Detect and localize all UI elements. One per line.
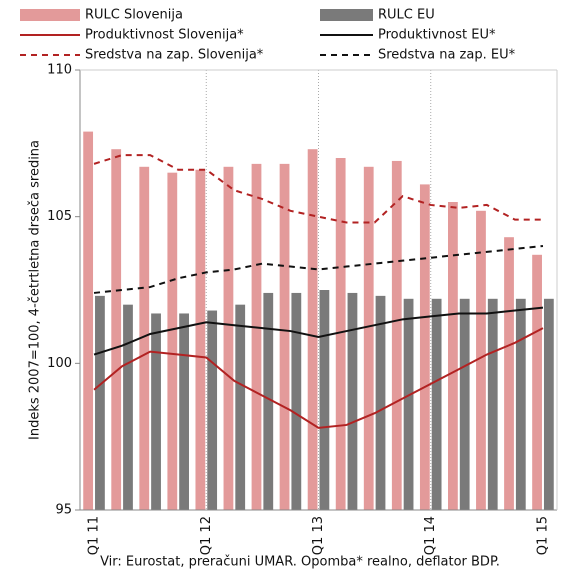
bar <box>335 158 346 510</box>
line-series <box>93 245 544 294</box>
y-tick-label: 105 <box>47 209 72 224</box>
x-tick-label: Q1 11 <box>87 516 102 555</box>
bar <box>111 149 122 510</box>
bar <box>448 202 458 510</box>
legend-label: Sredstva na zap. Slovenija* <box>85 48 264 63</box>
legend-label: RULC Slovenija <box>85 8 183 23</box>
bar <box>319 290 330 510</box>
bar <box>403 298 414 510</box>
bar <box>167 172 178 510</box>
bar <box>515 298 526 510</box>
line-series <box>93 306 544 356</box>
y-tick-label: 95 <box>55 503 72 518</box>
x-tick-label: Q1 13 <box>311 516 326 555</box>
y-tick-label: 100 <box>47 356 72 371</box>
bar <box>139 166 150 511</box>
y-tick-label: 110 <box>47 63 72 78</box>
bar <box>223 166 234 511</box>
bar <box>347 292 358 510</box>
x-tick-label: Q1 15 <box>535 516 550 555</box>
bar <box>179 313 189 510</box>
bar <box>307 149 318 510</box>
source-note: Vir: Eurostat, preračuni UMAR. Opomba* r… <box>100 555 500 570</box>
x-tick-label: Q1 12 <box>199 516 214 555</box>
legend-label: Produktivnost EU* <box>378 28 496 43</box>
legend-label: Sredstva na zap. EU* <box>378 48 516 63</box>
bar <box>195 169 206 510</box>
bar <box>83 131 94 510</box>
bar <box>431 298 442 510</box>
bar <box>543 298 554 510</box>
bar <box>504 237 514 510</box>
bar <box>375 295 386 510</box>
bar <box>487 298 498 510</box>
bar <box>363 166 374 511</box>
bar <box>291 292 302 510</box>
bar <box>151 313 161 510</box>
line-series <box>93 154 543 224</box>
bar <box>279 163 290 510</box>
bar <box>123 304 133 510</box>
bar <box>476 210 486 511</box>
legend-swatch <box>320 9 373 21</box>
bar <box>207 310 218 510</box>
legend-swatch <box>20 9 80 21</box>
bar <box>235 304 246 510</box>
line-series <box>93 327 544 429</box>
x-tick-label: Q1 14 <box>423 516 438 555</box>
bar <box>251 163 262 510</box>
bar <box>263 292 274 510</box>
bar <box>391 160 402 510</box>
legend-label: Produktivnost Slovenija* <box>85 28 244 43</box>
bar <box>532 254 542 510</box>
bar <box>459 298 470 510</box>
bar <box>419 184 430 510</box>
y-axis-label: Indeks 2007=100, 4-četrtletna drseča sre… <box>28 140 43 440</box>
bar <box>95 295 105 510</box>
legend-label: RULC EU <box>378 8 435 23</box>
